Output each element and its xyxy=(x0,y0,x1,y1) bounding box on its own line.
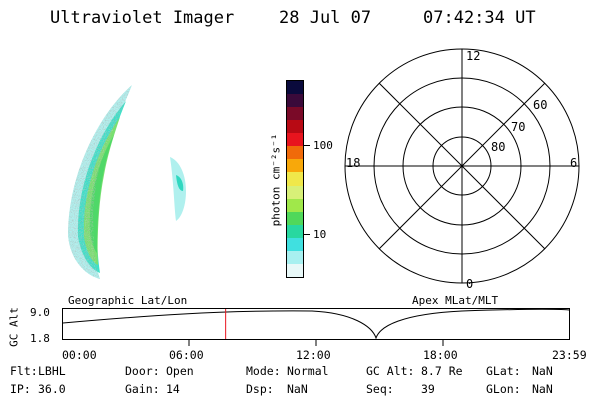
altitude-plot xyxy=(62,308,570,346)
info-key: GC Alt: xyxy=(366,364,415,378)
info-key: Seq: xyxy=(366,382,394,396)
geographic-label: Geographic Lat/Lon xyxy=(68,294,188,307)
altitude-min-label: 1.8 xyxy=(30,332,50,345)
info-value: NaN xyxy=(287,382,308,396)
info-value: 8.7 Re xyxy=(421,364,463,378)
info-value: Open xyxy=(166,364,194,378)
instrument-title: Ultraviolet Imager xyxy=(50,8,235,28)
altitude-xtick-label-1800: 18:00 xyxy=(423,348,458,362)
info-value: NaN xyxy=(532,382,553,396)
altitude-curve xyxy=(62,308,570,340)
colorbar-segment xyxy=(287,237,303,251)
info-value: 14 xyxy=(166,382,180,396)
info-key: Mode: xyxy=(246,364,281,378)
image-time: 07:42:34 UT xyxy=(423,8,536,28)
colorbar xyxy=(286,80,304,278)
info-key: Gain: xyxy=(125,382,160,396)
altitude-xtick-label-2359: 23:59 xyxy=(552,348,587,362)
altitude-axis-label: GC Alt xyxy=(7,307,21,347)
info-key: Dsp: xyxy=(246,382,274,396)
altitude-max-label: 9.0 xyxy=(30,306,50,319)
colorbar-segment xyxy=(287,94,303,108)
colorbar-segment xyxy=(287,133,303,147)
polar-lat-label-70: 70 xyxy=(511,120,525,134)
colorbar-segment xyxy=(287,224,303,238)
colorbar-segment xyxy=(287,81,303,95)
colorbar-tick-10 xyxy=(304,234,310,235)
colorbar-segment xyxy=(287,185,303,199)
altitude-xtick-label-1200: 12:00 xyxy=(296,348,331,362)
info-value: Normal xyxy=(287,364,329,378)
colorbar-segment xyxy=(287,146,303,160)
info-key: IP: xyxy=(10,382,31,396)
colorbar-segment xyxy=(287,159,303,173)
apex-label: Apex MLat/MLT xyxy=(412,294,499,307)
info-value: NaN xyxy=(532,364,553,378)
colorbar-segment xyxy=(287,250,303,264)
colorbar-segment xyxy=(287,211,303,225)
altitude-plot-frame xyxy=(62,308,570,340)
colorbar-segment xyxy=(287,263,303,277)
polar-mlt-plot: 12 18 6 0 60 70 80 xyxy=(344,48,580,291)
image-date: 28 Jul 07 xyxy=(279,8,372,28)
colorbar-tick-label-10: 10 xyxy=(313,228,327,241)
colorbar-label: photon cm⁻²s⁻¹ xyxy=(269,133,283,227)
polar-lat-label-60: 60 xyxy=(533,98,547,112)
altitude-xtick-label-0600: 06:00 xyxy=(169,348,204,362)
colorbar-tick-100 xyxy=(304,145,310,146)
polar-label-bottom: 0 xyxy=(466,277,473,291)
info-value: 39 xyxy=(421,382,435,396)
colorbar-segment xyxy=(287,172,303,186)
auroral-patch xyxy=(170,157,186,221)
polar-diagonal-2 xyxy=(378,82,546,250)
info-key: Flt: xyxy=(10,364,38,378)
colorbar-segment xyxy=(287,120,303,134)
geographic-auroral-image xyxy=(68,85,186,279)
info-value: LBHL xyxy=(38,364,66,378)
polar-label-left: 18 xyxy=(346,156,360,170)
altitude-xtick-label-0000: 00:00 xyxy=(62,348,97,362)
polar-label-right: 6 xyxy=(570,156,577,170)
colorbar-segment xyxy=(287,198,303,212)
info-value: 36.0 xyxy=(38,382,66,396)
polar-label-top: 12 xyxy=(466,49,480,63)
auroral-oval-arc xyxy=(68,85,132,279)
info-key: GLon: xyxy=(486,382,521,396)
colorbar-segment xyxy=(287,107,303,121)
polar-lat-label-80: 80 xyxy=(491,140,505,154)
info-key: Door: xyxy=(125,364,160,378)
info-key: GLat: xyxy=(486,364,521,378)
colorbar-tick-label-100: 100 xyxy=(313,139,333,152)
